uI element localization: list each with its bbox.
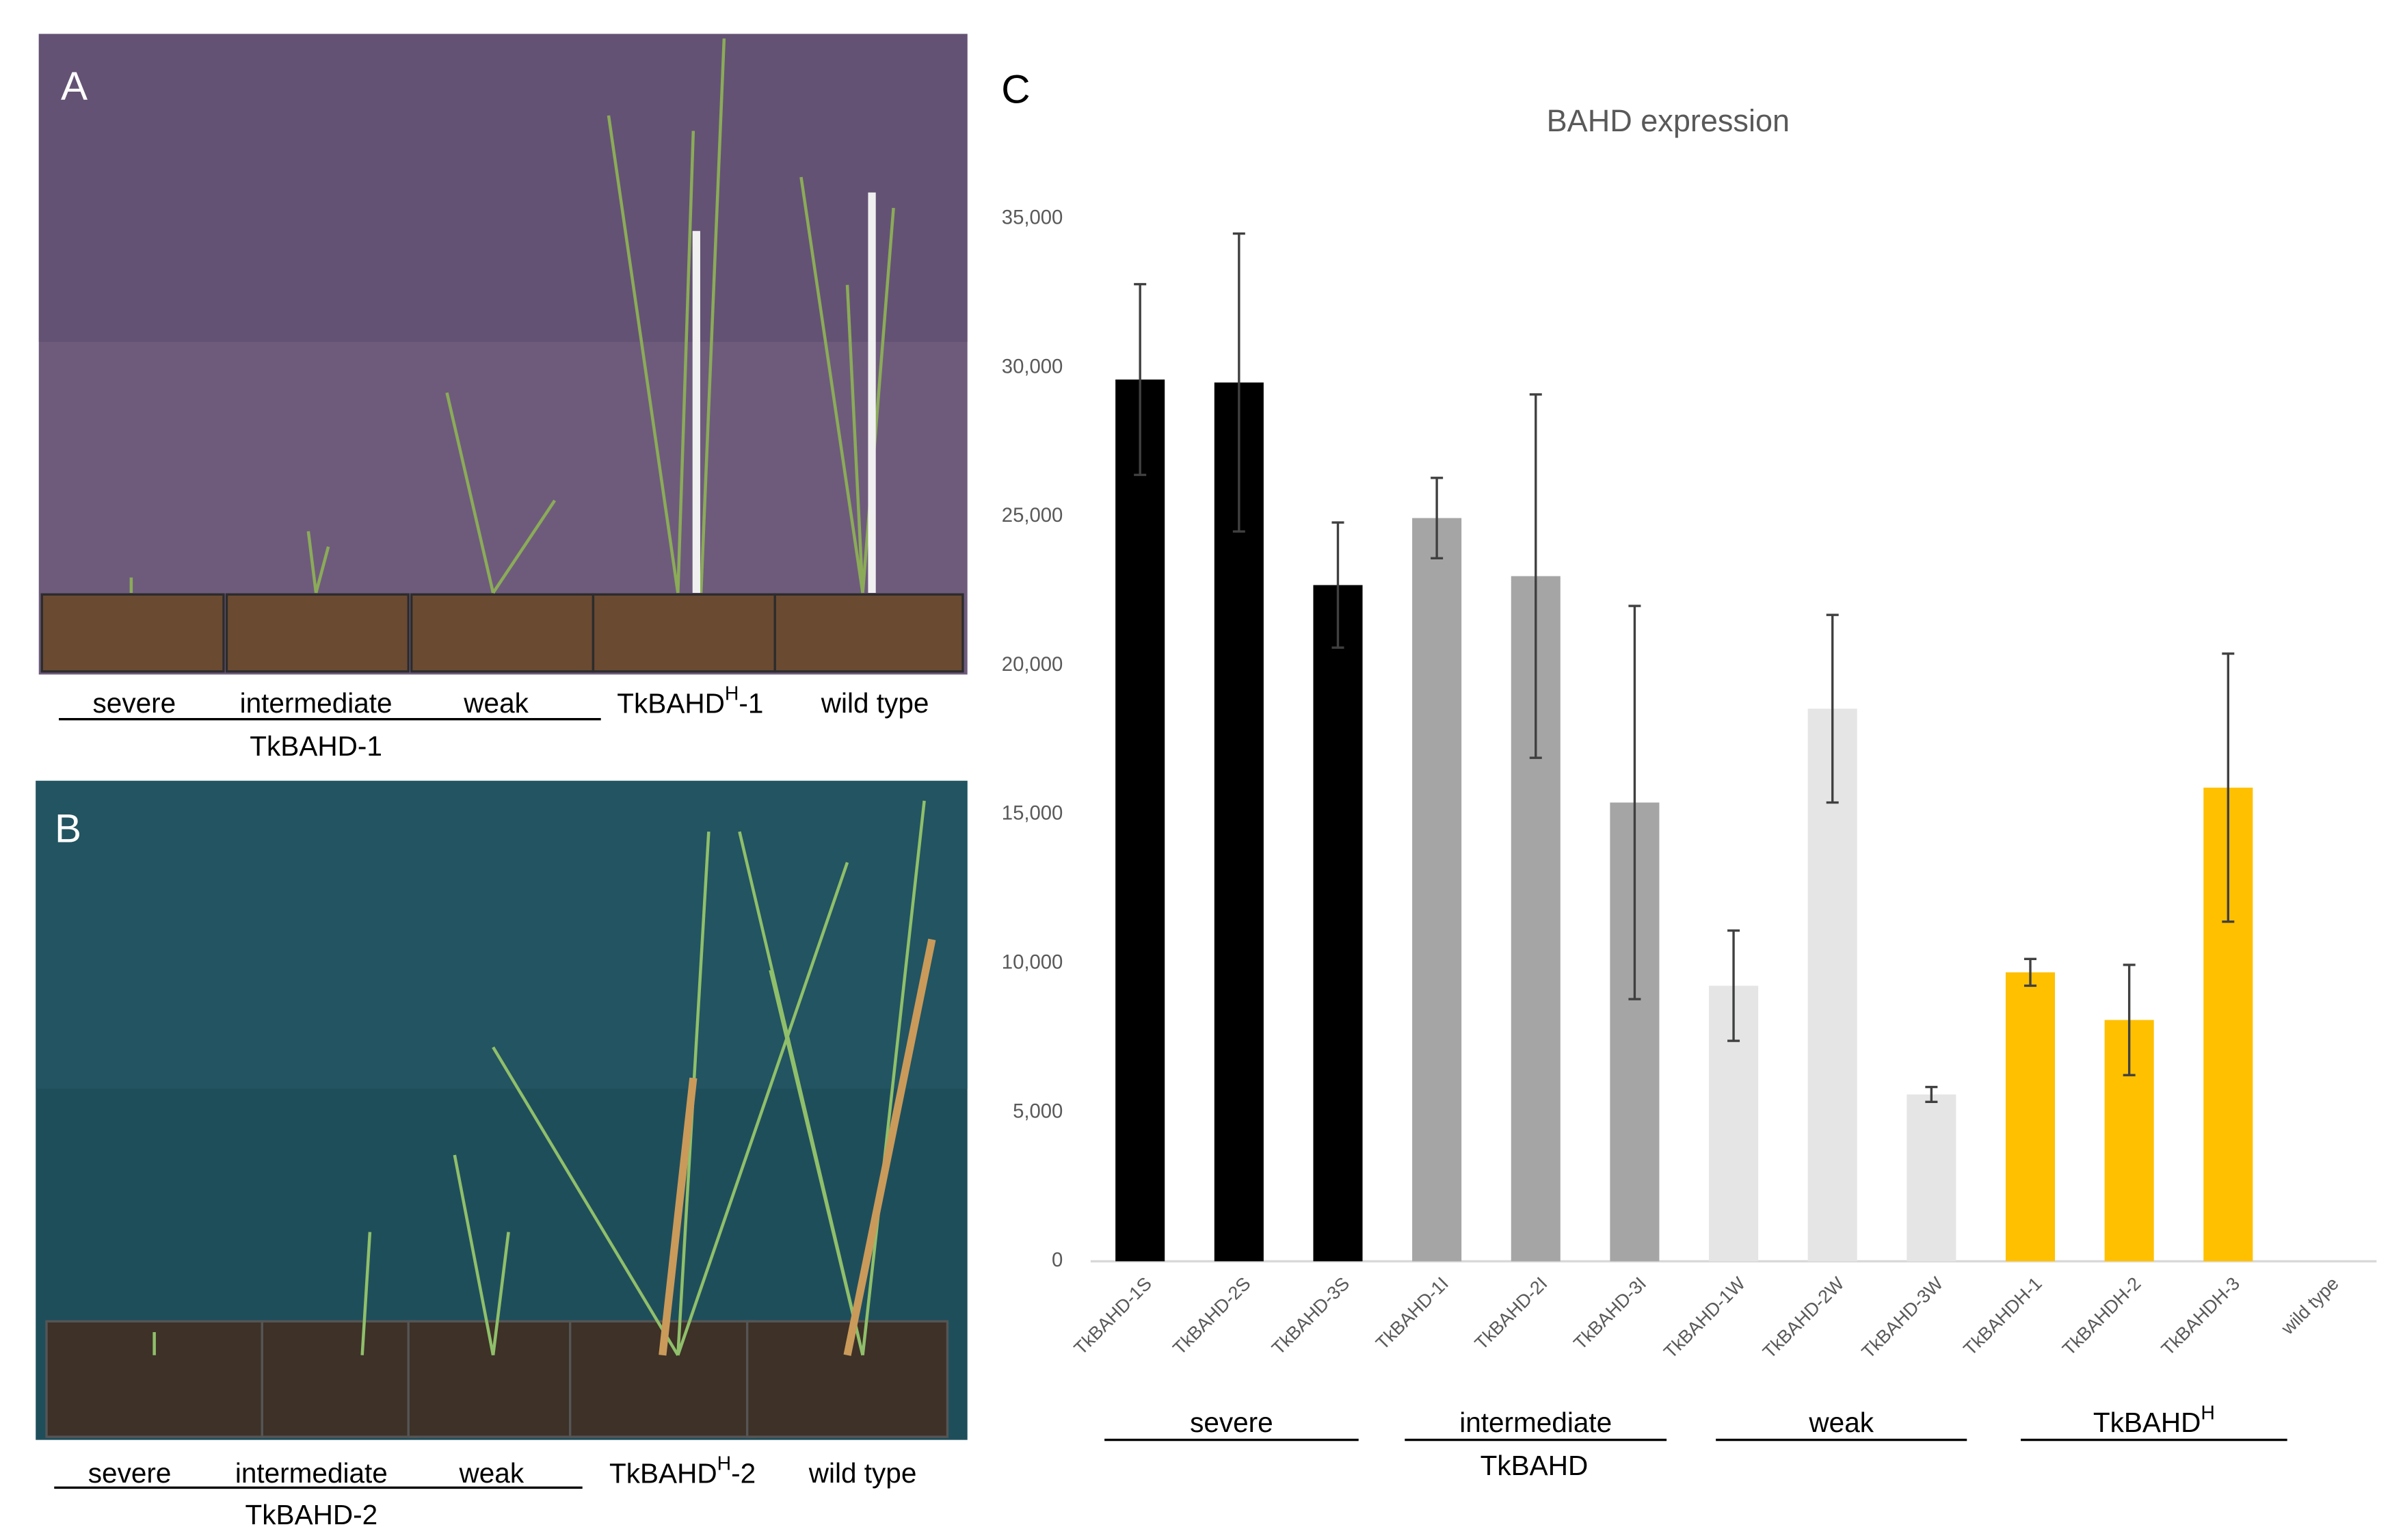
photo-label: severe <box>93 687 176 719</box>
x-tick-label: wild type <box>2277 1273 2343 1339</box>
group-label: severe <box>1190 1407 1273 1438</box>
photo-label-main: TkBAHD <box>609 1457 717 1489</box>
photo-label: wild type <box>821 687 929 719</box>
y-tick-label: 5,000 <box>1013 1100 1063 1122</box>
x-tick-label: TkBAHD-3W <box>1858 1273 1948 1362</box>
x-tick-label: TkBAHDH-3 <box>2158 1273 2244 1359</box>
photo-label: TkBAHDH-1 <box>617 682 763 719</box>
photo-label-suffix: -1 <box>739 687 763 719</box>
error-bar <box>1331 521 1344 649</box>
photo-label: TkBAHDH-2 <box>609 1452 756 1489</box>
group-label: TkBAHD-2 <box>245 1499 378 1530</box>
bar <box>2005 972 2056 1262</box>
x-tick-label: TkBAHD-1S <box>1070 1273 1156 1359</box>
photo-label-main: TkBAHD <box>617 687 725 719</box>
photo-label: weak <box>463 687 529 719</box>
panel-letter: C <box>1001 68 1030 112</box>
photo-label: wild type <box>808 1457 917 1489</box>
y-tick-label: 25,000 <box>1002 505 1063 527</box>
photo-label-sup: H <box>725 682 739 704</box>
group-label: TkBAHD-1 <box>250 730 382 762</box>
error-bar <box>1431 477 1444 560</box>
x-tick-label: TkBAHD-2W <box>1759 1273 1848 1362</box>
photo-label: severe <box>88 1457 172 1489</box>
error-bar <box>2222 652 2235 923</box>
panel-letter: A <box>61 64 88 109</box>
x-tick-label: TkBAHD-1W <box>1660 1273 1749 1362</box>
x-tick-label: TkBAHD-3S <box>1268 1273 1353 1359</box>
photo-label: weak <box>459 1457 525 1489</box>
photo-label: intermediate <box>240 687 393 719</box>
x-tick-label: TkBAHD-2I <box>1471 1273 1552 1354</box>
photo-label-suffix: -2 <box>731 1457 756 1489</box>
photo-label-sup: H <box>717 1452 731 1474</box>
group-label: weak <box>1808 1407 1874 1438</box>
y-tick-label: 0 <box>1052 1249 1063 1271</box>
x-tick-label: TkBAHDH-1 <box>1960 1273 2046 1359</box>
error-bar <box>1925 1085 1938 1104</box>
error-bar <box>1727 929 1740 1042</box>
bar <box>1313 585 1363 1262</box>
photo-a <box>38 34 968 675</box>
y-tick-label: 20,000 <box>1002 654 1063 676</box>
x-tick-label: TkBAHD-3I <box>1569 1273 1650 1354</box>
error-bar <box>1529 393 1542 759</box>
error-bar <box>2024 957 2037 987</box>
photo-label: intermediate <box>235 1457 388 1489</box>
group-label: TkBAHDH <box>2093 1402 2215 1438</box>
x-tick-label: TkBAHD-1I <box>1372 1273 1452 1354</box>
chart-title: BAHD expression <box>1547 103 1790 138</box>
panel-letter: B <box>55 807 81 851</box>
error-bar <box>1134 282 1147 477</box>
error-bar <box>1628 605 1641 1000</box>
x-tick-label: TkBAHD-2S <box>1169 1273 1254 1359</box>
error-bar <box>2123 964 2136 1076</box>
y-tick-label: 35,000 <box>1002 207 1063 229</box>
bar <box>1412 518 1462 1262</box>
group-label-main: TkBAHD <box>2093 1407 2201 1438</box>
error-bar <box>1826 613 1839 804</box>
group-label: intermediate <box>1459 1407 1612 1438</box>
group-label-sup: H <box>2201 1402 2214 1424</box>
y-tick-label: 10,000 <box>1002 952 1063 974</box>
bar <box>1907 1094 1956 1262</box>
error-bar <box>1232 232 1245 533</box>
x-tick-label: TkBAHDH-2 <box>2058 1273 2145 1359</box>
bar <box>1115 380 1165 1262</box>
photo-b <box>36 780 968 1440</box>
supergroup-label: TkBAHD <box>1481 1450 1589 1481</box>
y-tick-label: 15,000 <box>1002 803 1063 825</box>
y-tick-label: 30,000 <box>1002 356 1063 377</box>
